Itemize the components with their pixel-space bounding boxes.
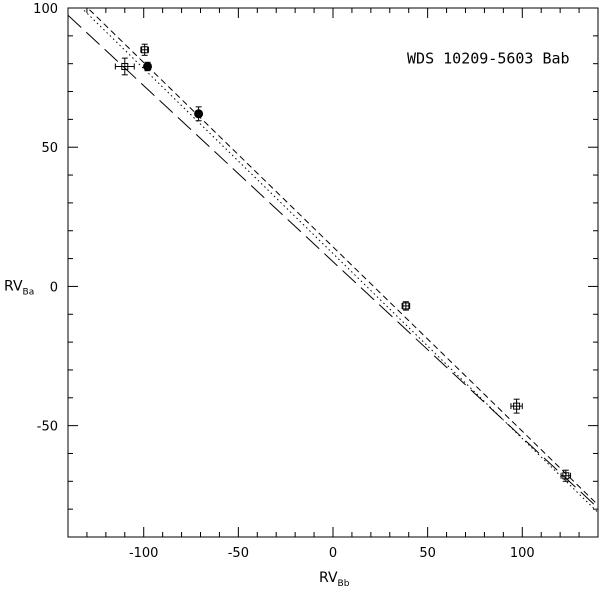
open-square-marker — [562, 472, 570, 480]
open-square-point — [114, 57, 135, 76]
fit-lines — [68, 8, 598, 513]
open-square-marker — [121, 62, 129, 70]
filled-circle-marker — [143, 61, 152, 71]
y-axis-label-sub: Ba — [23, 287, 35, 297]
open-square-point — [140, 43, 149, 56]
x-axis-label-main: RV — [319, 570, 338, 586]
open-square-marker — [513, 402, 521, 410]
y-tick-label: 100 — [33, 2, 58, 17]
y-axis-label: RVBa — [4, 278, 34, 297]
fit-line-long-dash — [68, 14, 598, 509]
y-tick-label: 0 — [50, 280, 58, 295]
plot-annotation: WDS 10209-5603 Bab — [407, 50, 570, 68]
y-tick-label: -50 — [37, 420, 58, 435]
plot-frame — [67, 7, 599, 538]
x-axis-label: RVBb — [319, 570, 350, 589]
y-axis-label-main: RV — [4, 278, 23, 294]
filled-circle-marker — [194, 109, 204, 119]
filled-circle-point — [194, 106, 204, 122]
x-tick-label: 100 — [510, 546, 535, 561]
open-square-marker — [402, 302, 410, 310]
x-tick-label: 0 — [329, 546, 337, 561]
y-tick-label: 50 — [41, 141, 58, 156]
x-tick-label: -50 — [228, 546, 249, 561]
x-axis-label-sub: Bb — [338, 579, 350, 589]
x-tick-label: -100 — [129, 546, 159, 561]
axis-ticks: -100 -50 0 50 100 -50 0 50 100 — [33, 2, 598, 561]
open-square-point — [560, 469, 572, 482]
open-square-marker — [141, 46, 149, 54]
fit-line-dotted — [80, 8, 598, 513]
data-points — [114, 43, 572, 482]
open-square-point — [401, 301, 411, 311]
filled-circle-point — [143, 61, 152, 72]
fit-line-short-dash — [87, 8, 598, 506]
open-square-point — [510, 398, 523, 414]
x-tick-label: 50 — [419, 546, 436, 561]
